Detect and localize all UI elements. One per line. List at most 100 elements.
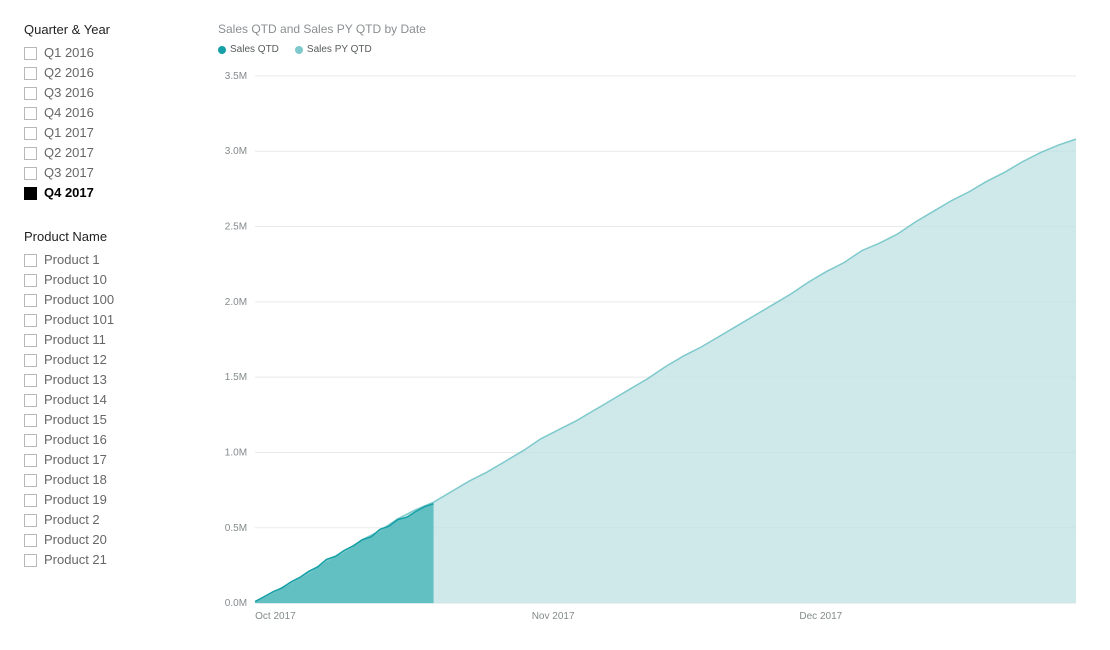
filter-item-label: Product 13	[44, 370, 107, 390]
filter-item-label: Q3 2017	[44, 163, 94, 183]
legend-item-1[interactable]: Sales PY QTD	[295, 44, 372, 55]
chart-body: 0.0M 0.5M 1.0M 1.5M 2.0M 2.5M 3.0M 3.5M Oct 2017…	[210, 59, 1082, 638]
checkbox-icon	[24, 474, 37, 487]
filter-item-product-name-9[interactable]: Product 16	[24, 430, 200, 450]
filter-item-product-name-1[interactable]: Product 10	[24, 270, 200, 290]
area-chart: 0.0M 0.5M 1.0M 1.5M 2.0M 2.5M 3.0M 3.5M Oct 2017…	[210, 59, 1082, 638]
svg-text:0.0M: 0.0M	[225, 598, 247, 609]
checkbox-icon	[24, 294, 37, 307]
checkbox-icon	[24, 127, 37, 140]
filter-item-product-name-6[interactable]: Product 13	[24, 370, 200, 390]
filter-item-quarter-year-2[interactable]: Q3 2016	[24, 83, 200, 103]
filter-item-label: Product 17	[44, 450, 107, 470]
filter-item-label: Product 11	[44, 330, 106, 350]
legend-swatch-icon	[218, 46, 226, 54]
filter-item-quarter-year-3[interactable]: Q4 2016	[24, 103, 200, 123]
filter-sidebar: Quarter & Year Q1 2016Q2 2016Q3 2016Q4 2…	[0, 0, 210, 650]
svg-text:3.0M: 3.0M	[225, 146, 247, 157]
checkbox-icon	[24, 434, 37, 447]
legend-swatch-icon	[295, 46, 303, 54]
svg-text:Oct 2017: Oct 2017	[255, 611, 296, 622]
filter-item-label: Product 21	[44, 550, 107, 570]
filter-item-product-name-13[interactable]: Product 2	[24, 510, 200, 530]
checkbox-icon	[24, 354, 37, 367]
checkbox-icon	[24, 374, 37, 387]
filter-item-label: Q3 2016	[44, 83, 94, 103]
filter-item-product-name-11[interactable]: Product 18	[24, 470, 200, 490]
checkbox-icon	[24, 394, 37, 407]
checkbox-icon	[24, 554, 37, 567]
filter-item-product-name-7[interactable]: Product 14	[24, 390, 200, 410]
checkbox-icon	[24, 167, 37, 180]
filter-item-quarter-year-0[interactable]: Q1 2016	[24, 43, 200, 63]
checkbox-icon	[24, 187, 37, 200]
filter-title-product-name: Product Name	[24, 229, 200, 244]
checkbox-icon	[24, 274, 37, 287]
filter-item-quarter-year-6[interactable]: Q3 2017	[24, 163, 200, 183]
filter-item-quarter-year-4[interactable]: Q1 2017	[24, 123, 200, 143]
filter-item-label: Q2 2017	[44, 143, 94, 163]
filter-item-quarter-year-1[interactable]: Q2 2016	[24, 63, 200, 83]
filter-item-product-name-2[interactable]: Product 100	[24, 290, 200, 310]
svg-text:Dec 2017: Dec 2017	[799, 611, 842, 622]
filter-item-product-name-15[interactable]: Product 21	[24, 550, 200, 570]
checkbox-icon	[24, 514, 37, 527]
filter-item-label: Product 18	[44, 470, 107, 490]
svg-text:1.0M: 1.0M	[225, 447, 247, 458]
filter-list-product-name: Product 1Product 10Product 100Product 10…	[24, 250, 200, 570]
chart-pane: Sales QTD and Sales PY QTD by Date Sales…	[210, 0, 1110, 650]
filter-item-label: Product 101	[44, 310, 114, 330]
filter-item-label: Q1 2017	[44, 123, 94, 143]
filter-item-label: Product 2	[44, 510, 100, 530]
filter-item-label: Product 15	[44, 410, 107, 430]
filter-item-product-name-3[interactable]: Product 101	[24, 310, 200, 330]
checkbox-icon	[24, 67, 37, 80]
filter-item-label: Product 12	[44, 350, 107, 370]
filter-item-quarter-year-7[interactable]: Q4 2017	[24, 183, 200, 203]
svg-text:1.5M: 1.5M	[225, 372, 247, 383]
legend-item-0[interactable]: Sales QTD	[218, 44, 279, 55]
checkbox-icon	[24, 454, 37, 467]
filter-title-quarter-year: Quarter & Year	[24, 22, 200, 37]
filter-item-label: Product 10	[44, 270, 107, 290]
filter-item-label: Product 100	[44, 290, 114, 310]
checkbox-icon	[24, 334, 37, 347]
chart-title: Sales QTD and Sales PY QTD by Date	[210, 22, 1082, 36]
svg-text:2.5M: 2.5M	[225, 222, 247, 233]
filter-item-label: Q4 2016	[44, 103, 94, 123]
filter-item-label: Product 20	[44, 530, 107, 550]
checkbox-icon	[24, 254, 37, 267]
filter-item-label: Product 14	[44, 390, 107, 410]
chart-legend: Sales QTD Sales PY QTD	[210, 44, 1082, 55]
svg-text:Nov 2017: Nov 2017	[532, 611, 575, 622]
checkbox-icon	[24, 494, 37, 507]
legend-item-label: Sales PY QTD	[307, 44, 372, 55]
filter-item-label: Q1 2016	[44, 43, 94, 63]
filter-group-quarter-year: Quarter & Year Q1 2016Q2 2016Q3 2016Q4 2…	[24, 22, 200, 203]
filter-item-label: Q4 2017	[44, 183, 94, 203]
filter-item-label: Product 1	[44, 250, 100, 270]
filter-item-label: Product 19	[44, 490, 107, 510]
filter-item-product-name-14[interactable]: Product 20	[24, 530, 200, 550]
filter-item-product-name-4[interactable]: Product 11	[24, 330, 200, 350]
filter-item-product-name-0[interactable]: Product 1	[24, 250, 200, 270]
checkbox-icon	[24, 47, 37, 60]
filter-item-product-name-12[interactable]: Product 19	[24, 490, 200, 510]
checkbox-icon	[24, 414, 37, 427]
svg-text:0.5M: 0.5M	[225, 523, 247, 534]
filter-item-product-name-8[interactable]: Product 15	[24, 410, 200, 430]
filter-item-label: Product 16	[44, 430, 107, 450]
filter-item-label: Q2 2016	[44, 63, 94, 83]
filter-list-quarter-year: Q1 2016Q2 2016Q3 2016Q4 2016Q1 2017Q2 20…	[24, 43, 200, 203]
checkbox-icon	[24, 87, 37, 100]
svg-text:3.5M: 3.5M	[225, 71, 247, 82]
checkbox-icon	[24, 314, 37, 327]
checkbox-icon	[24, 147, 37, 160]
filter-item-quarter-year-5[interactable]: Q2 2017	[24, 143, 200, 163]
checkbox-icon	[24, 107, 37, 120]
filter-group-product-name: Product Name Product 1Product 10Product …	[24, 229, 200, 570]
legend-item-label: Sales QTD	[230, 44, 279, 55]
filter-item-product-name-5[interactable]: Product 12	[24, 350, 200, 370]
svg-text:2.0M: 2.0M	[225, 297, 247, 308]
filter-item-product-name-10[interactable]: Product 17	[24, 450, 200, 470]
